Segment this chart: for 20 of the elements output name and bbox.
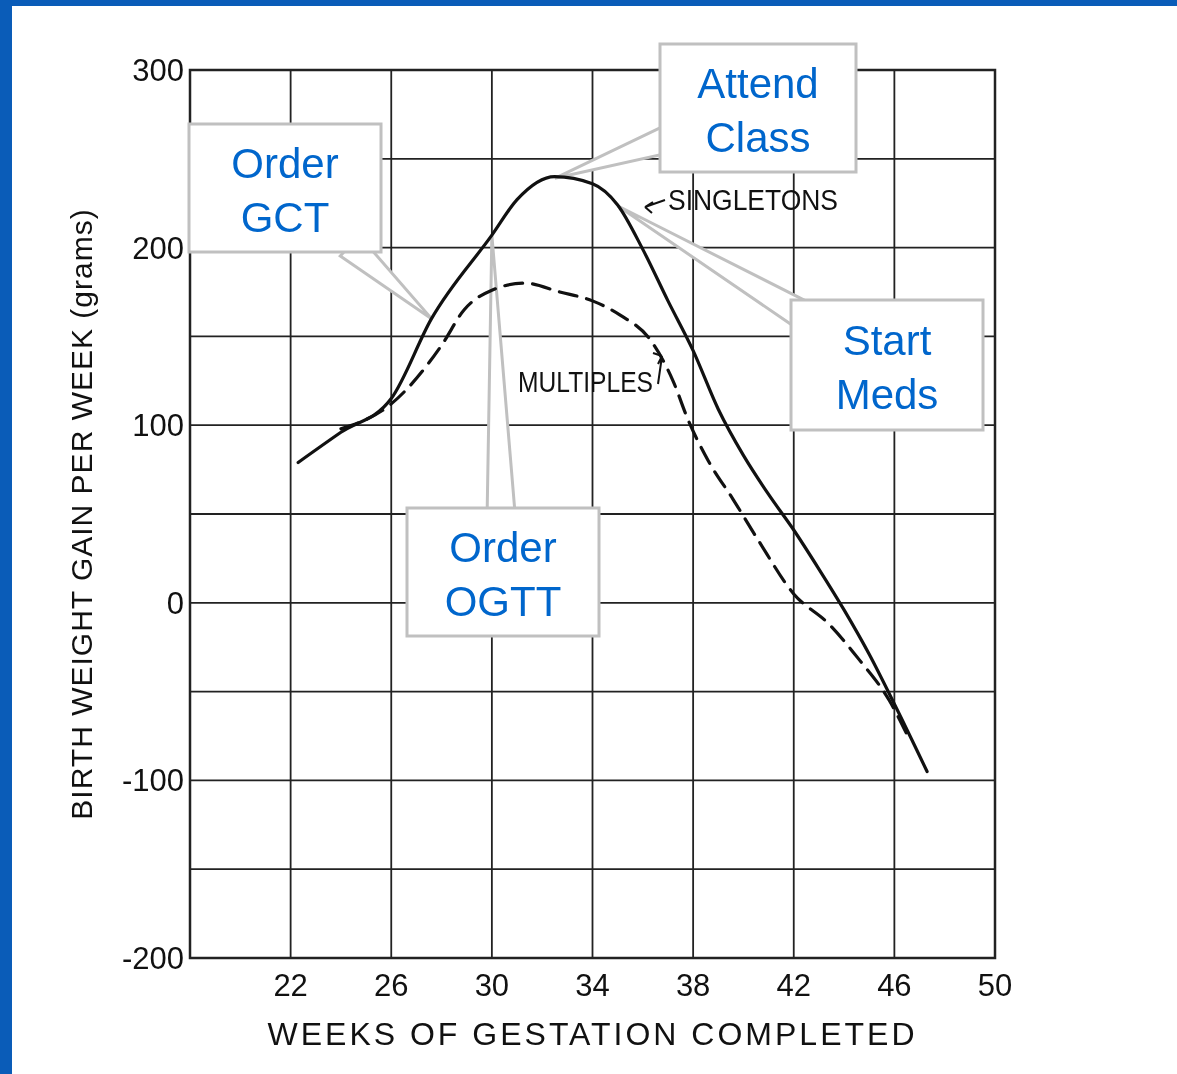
annotation: Attend Class	[697, 60, 819, 161]
x-tick-label: 46	[877, 968, 912, 1003]
x-axis-title: WEEKS OF GESTATION COMPLETED	[267, 1016, 918, 1052]
annotation: Start Meds	[835, 317, 939, 418]
x-tick-label: 50	[977, 968, 1013, 1003]
x-tick-label: 38	[675, 968, 711, 1003]
y-tick-label: 100	[132, 408, 184, 444]
x-tick-label: 42	[776, 968, 811, 1003]
x-tick-label: 22	[273, 968, 308, 1003]
y-tick-label: 0	[166, 585, 184, 621]
x-tick-label: 34	[575, 968, 610, 1003]
x-tick-label: 26	[374, 968, 409, 1003]
y-axis-title: BIRTH WEIGHT GAIN PER WEEK (grams)	[65, 208, 98, 820]
y-tick-label: -200	[121, 941, 184, 976]
x-tick-label: 30	[474, 968, 510, 1003]
y-tick-label: 300	[132, 53, 184, 88]
annotation: Order OGTT	[444, 524, 562, 625]
annotation: Order GCT	[231, 140, 339, 241]
y-tick-label: -100	[121, 763, 184, 799]
y-tick-label: 200	[132, 230, 184, 266]
